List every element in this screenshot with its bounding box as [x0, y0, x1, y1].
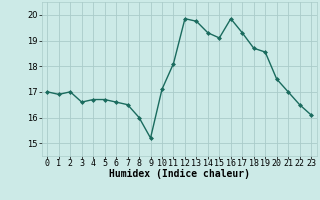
X-axis label: Humidex (Indice chaleur): Humidex (Indice chaleur): [109, 169, 250, 179]
